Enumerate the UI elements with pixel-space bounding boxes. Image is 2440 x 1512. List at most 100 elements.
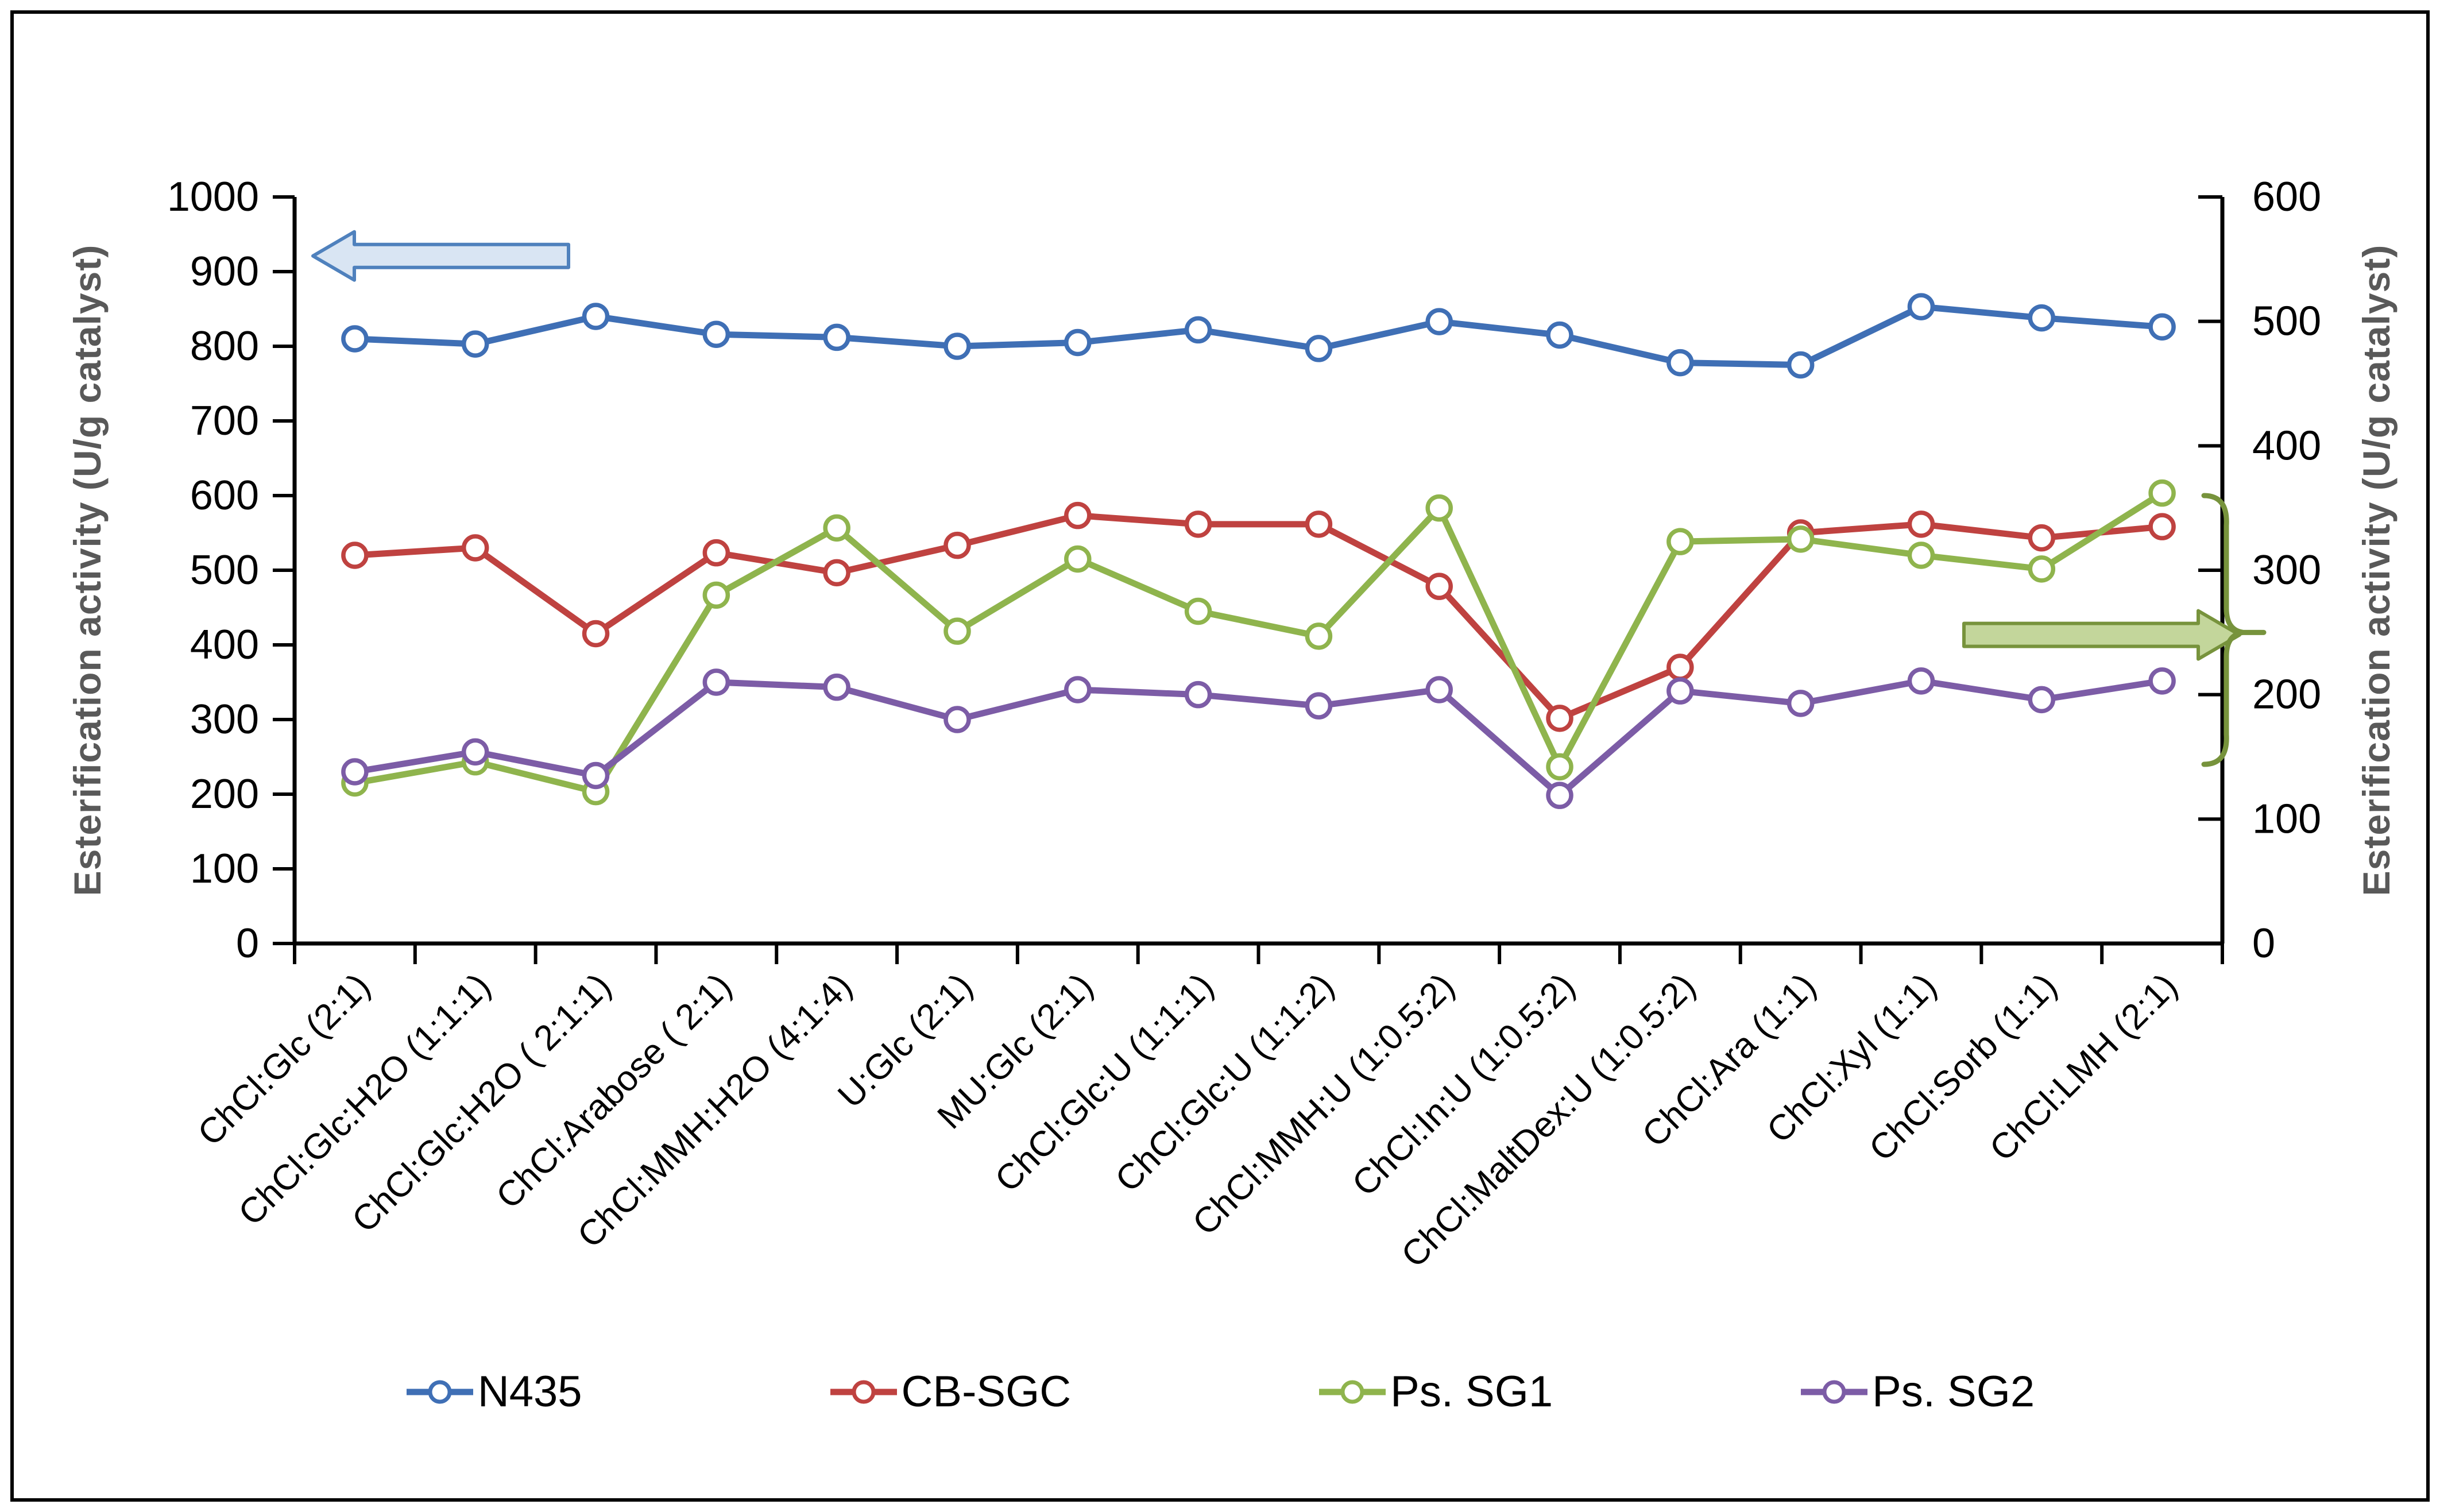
data-point-marker (1184, 316, 1212, 344)
data-point-marker (1787, 351, 1815, 379)
data-point-marker (582, 761, 610, 790)
left-axis-tick-label: 900 (190, 249, 259, 295)
right-axis-tick-label: 300 (2252, 547, 2321, 593)
data-point-marker (1184, 597, 1212, 625)
data-point-marker (1425, 494, 1453, 522)
data-point-marker (1546, 753, 1573, 781)
right-axis-tick-label: 400 (2252, 423, 2321, 469)
series-ps-sg2 (341, 667, 2176, 809)
data-point-marker (1305, 692, 1333, 720)
left-axis-tick-label: 500 (190, 547, 259, 593)
left-axis-tick-label: 1000 (167, 174, 259, 220)
left-axis-title: Esterification activity (U/g catalyst) (66, 244, 109, 896)
data-point-marker (943, 332, 971, 360)
data-point-marker (1305, 335, 1333, 362)
data-point-marker (1064, 501, 1092, 529)
data-point-marker (943, 706, 971, 733)
legend-item-n435: N435 (405, 1367, 582, 1417)
data-point-marker (702, 539, 730, 567)
series-cb-sgc (341, 501, 2176, 732)
right-axis-title: Esterification activity (U/g catalyst) (2355, 244, 2398, 896)
left-axis-tick-label: 100 (190, 846, 259, 892)
data-point-marker (1666, 528, 1694, 555)
left-axis-tick-label: 700 (190, 398, 259, 444)
right-axis-tick-label: 200 (2252, 672, 2321, 718)
data-point-marker (461, 534, 489, 562)
data-point-marker (1064, 545, 1092, 573)
data-point-marker (1907, 542, 1935, 569)
legend: N435 CB-SGC Ps. SG1 Ps. SG2 (0, 1367, 2440, 1417)
legend-marker-icon (406, 1380, 473, 1403)
legend-label: Ps. SG1 (1390, 1367, 1553, 1416)
data-point-marker (823, 323, 850, 351)
data-point-marker (1546, 705, 1573, 732)
series-line (351, 512, 2166, 722)
legend-marker-icon (830, 1380, 897, 1403)
data-point-marker (2028, 524, 2056, 552)
data-point-marker (2148, 313, 2176, 341)
legend-item-ps-sg2: Ps. SG2 (1800, 1367, 2035, 1417)
data-point-marker (702, 320, 730, 348)
series-line (351, 490, 2166, 795)
legend-item-ps-sg1: Ps. SG1 (1318, 1367, 1553, 1417)
category-label: ChCl:Arabose ( 2:1) (489, 966, 739, 1216)
data-point-marker (702, 581, 730, 609)
category-label: ChCl:Glc:U (1:1:2) (1108, 966, 1341, 1200)
data-point-marker (1666, 677, 1694, 705)
data-point-marker (1305, 511, 1333, 538)
left-axis-tick-label: 800 (190, 323, 259, 369)
legend-marker-icon (1801, 1380, 1868, 1403)
data-point-marker (2028, 686, 2056, 714)
data-point-marker (823, 514, 850, 542)
data-point-marker (943, 617, 971, 645)
data-point-marker (702, 668, 730, 696)
data-point-marker (2028, 304, 2056, 332)
data-point-marker (2028, 555, 2056, 583)
legend-label: Ps. SG2 (1872, 1367, 2035, 1416)
left-axis-tick-label: 200 (190, 771, 259, 817)
data-point-marker (341, 758, 369, 786)
right-axis-brace-icon (2201, 493, 2267, 767)
data-point-marker (341, 542, 369, 569)
data-point-marker (2148, 513, 2176, 540)
left-axis-arrow-icon (311, 230, 570, 282)
series-line (351, 678, 2166, 799)
data-point-marker (823, 673, 850, 701)
data-point-marker (943, 531, 971, 559)
left-axis-tick-label: 0 (236, 921, 259, 966)
data-point-marker (1666, 349, 1694, 377)
data-point-marker (461, 330, 489, 358)
right-axis-tick-label: 500 (2252, 299, 2321, 345)
data-point-marker (1546, 321, 1573, 349)
left-axis-tick-label: 400 (190, 622, 259, 668)
legend-item-cb-sgc: CB-SGC (829, 1367, 1072, 1417)
data-point-marker (461, 738, 489, 766)
data-point-marker (1787, 525, 1815, 553)
data-point-marker (1666, 653, 1694, 681)
category-label: ChCl:In:U (1:0.5:2) (1345, 966, 1583, 1204)
left-axis-tick-label: 300 (190, 697, 259, 743)
data-point-marker (1305, 622, 1333, 650)
right-axis-arrow-icon (1962, 609, 2241, 661)
data-point-marker (341, 325, 369, 353)
data-point-marker (1907, 667, 1935, 695)
data-point-marker (1546, 782, 1573, 809)
data-point-marker (1425, 573, 1453, 600)
data-point-marker (1425, 308, 1453, 335)
series-n435 (341, 293, 2176, 379)
data-point-marker (2148, 667, 2176, 695)
data-point-marker (823, 559, 850, 587)
data-point-marker (1907, 293, 1935, 320)
data-point-marker (582, 620, 610, 648)
right-axis-tick-label: 100 (2252, 796, 2321, 842)
data-point-marker (1425, 676, 1453, 703)
category-label: ChCl:Glc:U (1:1:1) (988, 966, 1221, 1200)
data-point-marker (1064, 328, 1092, 357)
data-point-marker (1907, 511, 1935, 538)
data-point-marker (2148, 479, 2176, 507)
legend-label: CB-SGC (901, 1367, 1072, 1416)
data-point-marker (1064, 676, 1092, 703)
right-axis-tick-label: 600 (2252, 174, 2321, 220)
